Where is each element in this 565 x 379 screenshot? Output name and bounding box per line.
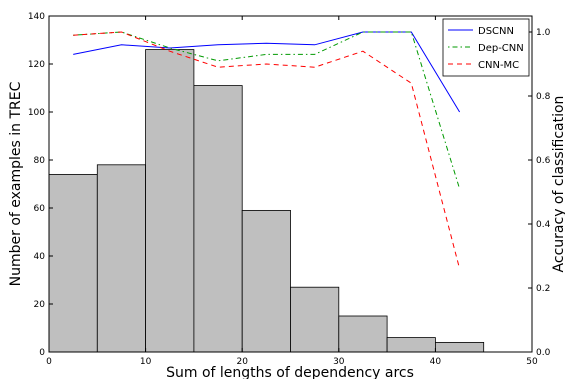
histogram-bar (48, 173, 98, 353)
histogram-bar (96, 164, 147, 353)
x-tick-label: 20 (236, 357, 248, 367)
histogram-bars (48, 49, 485, 353)
y-axis-right-label: Accuracy of classification (551, 96, 565, 273)
y-left-tick-label: 120 (28, 60, 45, 70)
x-tick-label: 30 (333, 357, 345, 367)
histogram-bar (290, 286, 340, 353)
y-right-tick-label: 0.0 (536, 348, 551, 358)
y-right-tick-label: 0.6 (536, 156, 551, 166)
legend-label-cnn-mc: CNN-MC (478, 60, 519, 71)
histogram-bar (145, 49, 195, 353)
x-tick-label: 40 (430, 357, 442, 367)
y-axis-left-label: Number of examples in TREC (8, 81, 24, 286)
y-left-tick-label: 80 (34, 156, 46, 166)
x-tick-label: 50 (526, 357, 538, 367)
plot-frame (48, 15, 533, 353)
axis-ticks: 0 10 20 30 40 50 0 20 40 60 80 100 120 140 0.0 0.2 0.4 0.… (28, 12, 551, 367)
series-line-cnn-mc (73, 31, 461, 269)
accuracy-lines (73, 31, 461, 269)
y-right-tick-label: 0.2 (536, 284, 550, 294)
y-right-tick-label: 0.4 (536, 220, 551, 230)
y-left-tick-label: 40 (34, 252, 46, 262)
x-tick-label: 10 (140, 357, 152, 367)
legend-label-dep-cnn: Dep-CNN (478, 43, 524, 54)
y-left-tick-label: 60 (34, 204, 46, 214)
y-left-tick-label: 100 (28, 108, 45, 118)
legend-label-dscnn: DSCNN (478, 26, 514, 37)
histogram-bar (434, 341, 485, 353)
series-line-dscnn (73, 31, 461, 113)
x-tick-label: 0 (46, 357, 52, 367)
y-right-tick-label: 0.8 (536, 92, 551, 102)
histogram-bar (386, 337, 436, 353)
x-axis-label: Sum of lengths of dependency arcs (166, 365, 414, 379)
histogram-bar (241, 209, 291, 353)
histogram-bar (338, 315, 388, 353)
y-right-tick-label: 1.0 (536, 28, 551, 38)
histogram-bar (193, 85, 243, 353)
y-left-tick-label: 20 (34, 300, 46, 310)
legend: DSCNN Dep-CNN CNN-MC (442, 18, 530, 77)
y-left-tick-label: 140 (28, 12, 45, 22)
y-left-tick-label: 0 (39, 348, 45, 358)
series-line-dep-cnn (73, 31, 461, 189)
